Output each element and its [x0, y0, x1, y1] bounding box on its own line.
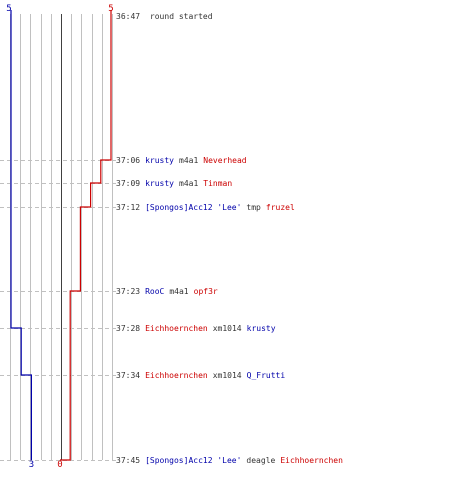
event-killer: krusty [145, 156, 174, 165]
event-time: 37:06 [116, 156, 140, 165]
team-count-labels: 5 5 3 0 [6, 4, 113, 470]
event-victim: fruzel [266, 203, 295, 212]
event-weapon: deagle [246, 456, 275, 465]
event-weapon: xm1014 [213, 324, 242, 333]
round-start-row: 36:47 round started [116, 12, 213, 21]
round-start-time: 36:47 [116, 12, 140, 21]
red-team-count-line [60, 10, 112, 461]
event-row: 37:28 Eichhoernchen xm1014 krusty [116, 324, 276, 333]
event-time: 37:12 [116, 203, 140, 212]
round-start-label: round started [150, 12, 213, 21]
blue-end-count-label: 3 [29, 460, 34, 470]
event-time: 37:09 [116, 179, 140, 188]
event-time: 37:34 [116, 371, 140, 380]
event-row: 37:45 [Spongos]Acc12 'Lee' deagle Eichhoern… [116, 456, 343, 465]
event-victim: Tinman [203, 179, 232, 188]
event-dash-lines [0, 160, 116, 461]
event-victim: Eichhoernchen [280, 456, 343, 465]
event-row: 37:06 krusty m4a1 Neverhead [116, 156, 247, 165]
event-time: 37:28 [116, 324, 140, 333]
event-victim: Neverhead [203, 156, 247, 165]
event-killer: [Spongos]Acc12 'Lee' [145, 456, 241, 465]
event-victim: Q_Frutti [247, 371, 286, 380]
event-weapon: tmp [246, 203, 261, 212]
event-weapon: m4a1 [179, 179, 198, 188]
red-end-count-label: 0 [57, 460, 62, 470]
event-victim: krusty [247, 324, 276, 333]
event-killer: Eichhoernchen [145, 371, 208, 380]
event-killer: RooC [145, 287, 164, 296]
blue-team-count-line [10, 10, 32, 460]
blue-start-count-label: 5 [6, 4, 11, 14]
event-time: 37:23 [116, 287, 140, 296]
event-killer: [Spongos]Acc12 'Lee' [145, 203, 241, 212]
red-start-count-label: 5 [108, 4, 113, 14]
team-count-series [10, 10, 112, 461]
event-time: 37:45 [116, 456, 140, 465]
event-victim: opf3r [194, 287, 218, 296]
event-killer: krusty [145, 179, 174, 188]
event-row: 37:34 Eichhoernchen xm1014 Q_Frutti [116, 371, 285, 380]
event-log: 36:47 round started 37:06 krusty m4a1 Never… [116, 12, 343, 465]
event-row: 37:09 krusty m4a1 Tinman [116, 179, 232, 188]
event-killer: Eichhoernchen [145, 324, 208, 333]
chart-grid [10, 14, 113, 460]
event-row: 37:12 [Spongos]Acc12 'Lee' tmp fruzel [116, 203, 295, 212]
event-weapon: m4a1 [169, 287, 188, 296]
event-weapon: m4a1 [179, 156, 198, 165]
event-weapon: xm1014 [213, 371, 242, 380]
event-row: 37:23 RooC m4a1 opf3r [116, 287, 218, 296]
